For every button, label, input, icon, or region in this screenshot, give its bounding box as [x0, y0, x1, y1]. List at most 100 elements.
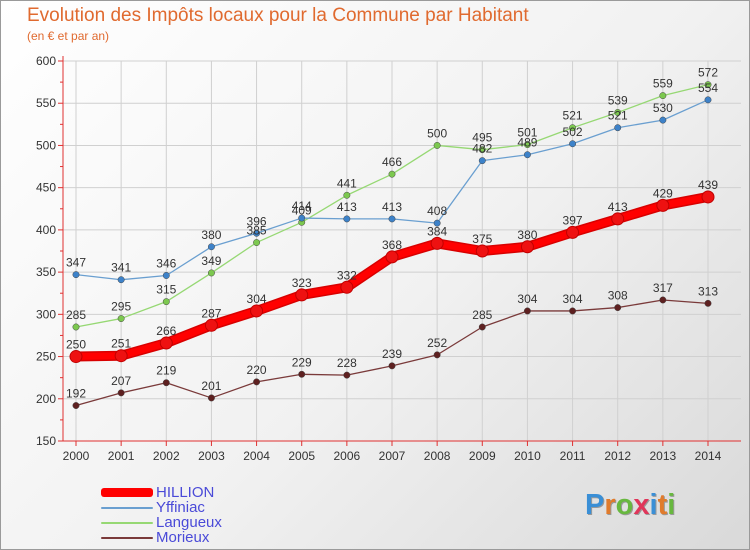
data-label: 308: [608, 289, 628, 303]
data-label: 304: [247, 292, 267, 306]
series-morieux: [72, 296, 712, 409]
x-tick-label: 2012: [604, 449, 631, 463]
data-label: 317: [653, 281, 673, 295]
legend-label: Langueux: [156, 514, 222, 531]
data-point: [704, 299, 712, 307]
x-tick-label: 2007: [379, 449, 406, 463]
data-point: [117, 276, 125, 284]
data-label: 554: [698, 81, 718, 95]
data-point: [72, 402, 80, 409]
legend-label: Yffiniac: [156, 499, 205, 516]
data-label: 201: [201, 379, 221, 393]
data-label: 375: [472, 232, 492, 246]
data-label: 521: [563, 109, 583, 123]
data-point: [430, 236, 444, 250]
data-label: 207: [111, 374, 131, 388]
data-point: [204, 318, 218, 332]
data-label: 397: [563, 213, 583, 227]
data-point: [253, 378, 261, 386]
data-label: 315: [156, 283, 176, 297]
data-point: [478, 157, 486, 165]
data-label: 287: [201, 306, 221, 320]
data-label: 414: [292, 199, 312, 213]
data-label: 429: [653, 186, 673, 200]
data-label: 502: [563, 125, 583, 139]
data-point: [523, 141, 531, 149]
data-point: [566, 225, 580, 239]
data-point: [704, 81, 712, 89]
x-tick-label: 2004: [243, 449, 270, 463]
data-label: 384: [427, 224, 447, 238]
legend-item-langueux: Langueux: [101, 515, 222, 530]
data-label: 323: [292, 276, 312, 290]
data-label: 304: [517, 292, 537, 306]
legend-swatch: [101, 536, 153, 539]
data-label: 530: [653, 101, 673, 115]
y-tick-label: 150: [36, 434, 56, 448]
series-hillion: [69, 190, 715, 364]
data-label: 521: [608, 109, 628, 123]
data-label: 229: [292, 355, 312, 369]
x-tick-label: 2003: [198, 449, 225, 463]
data-point: [433, 219, 441, 227]
data-point: [343, 371, 351, 379]
data-label: 380: [517, 228, 537, 242]
data-point: [117, 315, 125, 323]
data-label: 285: [472, 308, 492, 322]
data-point: [207, 269, 215, 277]
data-point: [614, 124, 622, 132]
data-point: [207, 394, 215, 402]
data-label: 439: [698, 178, 718, 192]
data-point: [343, 191, 351, 199]
y-tick-label: 300: [36, 307, 56, 321]
data-point: [520, 240, 534, 254]
y-tick-label: 400: [36, 223, 56, 237]
data-point: [478, 146, 486, 154]
data-label: 251: [111, 337, 131, 351]
data-point: [117, 389, 125, 397]
x-tick-label: 2000: [63, 449, 90, 463]
data-label: 349: [201, 254, 221, 268]
data-point: [569, 124, 577, 132]
data-point: [656, 198, 670, 212]
data-label: 347: [66, 256, 86, 270]
data-label: 239: [382, 347, 402, 361]
data-point: [659, 296, 667, 304]
legend-label: Morieux: [156, 529, 210, 546]
data-point: [704, 96, 712, 104]
data-point: [611, 212, 625, 226]
data-label: 266: [156, 324, 176, 338]
data-point: [659, 92, 667, 100]
data-label: 413: [608, 200, 628, 214]
data-point: [433, 351, 441, 359]
data-point: [298, 370, 306, 378]
data-point: [523, 151, 531, 159]
y-tick-label: 550: [36, 96, 56, 110]
data-label: 413: [337, 200, 357, 214]
x-tick-label: 2008: [424, 449, 451, 463]
legend-label: HILLION: [156, 484, 215, 501]
data-label: 441: [337, 176, 357, 190]
data-point: [72, 323, 80, 331]
y-tick-label: 200: [36, 392, 56, 406]
data-point: [343, 215, 351, 223]
data-point: [114, 349, 128, 363]
data-label: 380: [201, 228, 221, 242]
data-label: 368: [382, 238, 402, 252]
data-label: 332: [337, 268, 357, 282]
data-point: [385, 250, 399, 264]
data-point: [253, 229, 261, 237]
data-point: [340, 280, 354, 294]
data-label: 313: [698, 284, 718, 298]
data-label: 250: [66, 338, 86, 352]
data-point: [614, 109, 622, 116]
legend-swatch: [101, 488, 153, 497]
x-tick-label: 2009: [469, 449, 496, 463]
data-point: [433, 141, 441, 149]
data-point: [569, 140, 577, 148]
data-point: [569, 307, 577, 315]
